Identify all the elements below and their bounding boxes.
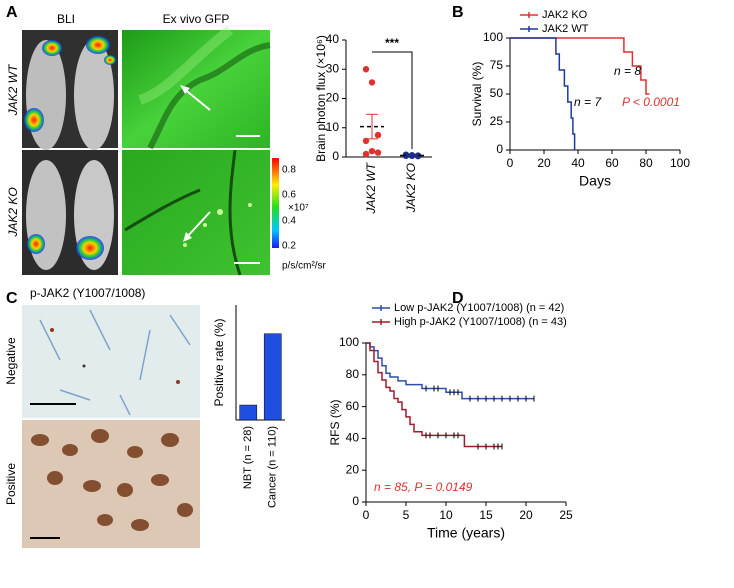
y-axis-label: Survival (%) [470,62,484,127]
x-tick-label: 0 [363,508,370,522]
y-tick-label: 0 [352,494,359,508]
row-label: JAK2 KO [6,187,20,237]
y-tick-label: 75 [490,58,504,72]
x-tick-label: 100 [670,156,690,170]
data-point [368,79,376,86]
y-tick-label: 60 [346,399,360,413]
y-tick-label: 30 [326,61,340,75]
colorbar-unit: p/s/cm²/sr [282,261,327,272]
significance-bracket [372,51,413,149]
panel-a-images [22,26,279,276]
data-point [362,66,370,73]
y-tick-label: 50 [490,86,504,100]
x-tick-label: 15 [479,508,493,522]
y-tick-label: 20 [326,91,340,105]
panel-label: C [6,290,18,307]
colorbar-tick: 0.4 [282,216,296,227]
survival-curve [510,37,576,150]
x-tick-label: 60 [605,156,619,170]
y-tick-label: 0 [496,142,503,156]
survival-curve [510,37,650,95]
x-tick-label: 5 [403,508,410,522]
survival-curve [366,342,502,448]
x-tick-label: 0 [507,156,514,170]
x-tick-label: JAK2 KO [404,163,418,213]
x-tick-label: 25 [559,508,573,522]
legend-label: High p-JAK2 (Y1007/1008) (n = 43) [394,316,567,328]
x-tick-label: 20 [537,156,551,170]
column-label: BLI [57,12,75,26]
legend-label: Low p-JAK2 (Y1007/1008) (n = 42) [394,302,564,314]
y-axis-label: RFS (%) [328,400,342,446]
y-tick-label: 100 [339,335,359,349]
y-axis-label: Brain photon flux (×10⁶) [314,35,328,162]
significance-label: *** [385,36,399,50]
x-tick-label: 20 [519,508,533,522]
y-tick-label: 0 [332,149,339,163]
x-tick-label: 80 [639,156,653,170]
data-point [374,149,382,156]
y-tick-label: 40 [326,32,340,46]
colorbar-tick: 0.8 [282,165,296,176]
row-label: JAK2 WT [6,63,20,116]
data-point [362,150,370,158]
data-point [368,147,376,155]
annotation: n = 7 [574,95,602,109]
x-axis-label: Time (years) [427,525,505,541]
x-axis-label: Days [579,173,611,189]
panel-label: B [452,4,464,21]
x-tick-label: JAK2 WT [364,161,378,214]
x-tick-label: 40 [571,156,585,170]
x-tick-label: NBT (n = 28) [242,426,254,489]
colorbar-tick: 0.6 [282,190,296,201]
bar [239,404,258,421]
column-label: Ex vivo GFP [163,12,230,26]
y-axis-label: Positive rate (%) [212,318,226,406]
y-tick-label: 40 [346,431,360,445]
panel-c-images [22,305,200,548]
panel-title: p-JAK2 (Y1007/1008) [30,286,145,300]
row-label: Negative [4,337,18,385]
data-point [374,131,382,139]
y-tick-label: 25 [490,114,504,128]
y-tick-label: 100 [483,30,503,44]
x-tick-label: Cancer (n = 110) [267,426,279,508]
y-tick-label: 80 [346,367,360,381]
annotation: P < 0.0001 [622,95,680,109]
colorbar-scale: ×10⁷ [288,203,309,214]
x-tick-label: 10 [439,508,453,522]
y-tick-label: 10 [326,120,340,134]
legend-label: JAK2 WT [542,23,589,35]
panel-label: D [452,290,464,307]
y-tick-label: 20 [346,462,360,476]
bar [263,333,282,421]
row-label: Positive [4,463,18,505]
annotation: n = 8 [614,64,641,78]
colorbar-tick: 0.2 [282,241,296,252]
panel-label: A [6,4,18,21]
annotation: n = 85, P = 0.0149 [374,480,473,494]
legend-label: JAK2 KO [542,9,588,21]
